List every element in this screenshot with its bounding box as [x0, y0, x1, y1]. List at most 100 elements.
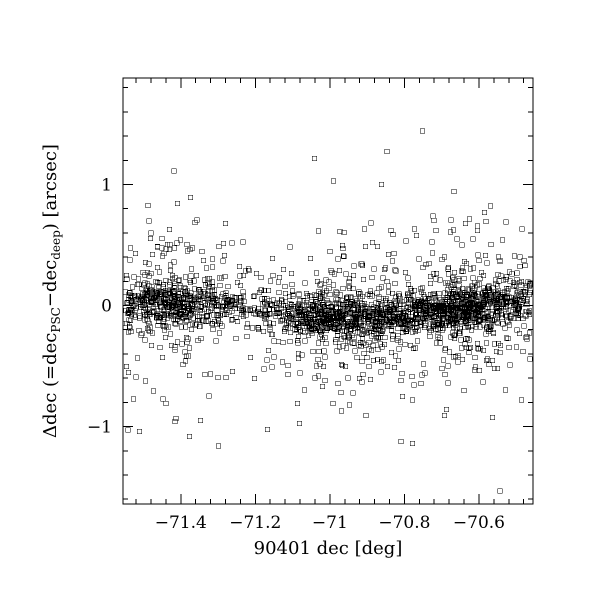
data-point — [374, 243, 381, 250]
data-point — [295, 303, 301, 309]
data-point — [128, 293, 135, 299]
data-point — [322, 377, 328, 384]
data-point — [334, 308, 340, 315]
data-point — [166, 279, 173, 285]
data-point — [156, 296, 163, 302]
data-point — [167, 267, 174, 274]
data-point — [222, 220, 229, 227]
data-point — [324, 297, 330, 304]
data-point — [476, 257, 482, 264]
data-point — [520, 348, 526, 355]
data-point — [316, 307, 323, 314]
data-point — [339, 362, 346, 369]
data-point — [296, 307, 302, 313]
data-point — [470, 265, 477, 271]
data-point — [181, 284, 187, 291]
data-point — [494, 365, 501, 372]
data-point — [520, 315, 526, 322]
data-point — [380, 275, 386, 281]
data-point — [396, 346, 402, 352]
data-point — [124, 299, 131, 306]
data-point — [388, 302, 394, 308]
data-point — [397, 309, 403, 316]
data-point — [514, 303, 520, 309]
data-point — [127, 325, 133, 331]
data-point — [338, 408, 345, 414]
data-point — [328, 317, 335, 324]
data-point — [381, 341, 388, 348]
data-point — [459, 297, 466, 303]
data-point — [175, 277, 182, 284]
data-point — [237, 295, 243, 301]
data-point — [305, 317, 311, 323]
data-point — [354, 354, 360, 361]
data-point — [223, 300, 230, 307]
data-point — [448, 217, 454, 223]
data-point — [361, 226, 368, 232]
data-point — [192, 322, 199, 328]
data-point — [510, 279, 517, 286]
data-point — [129, 284, 136, 290]
data-point — [360, 371, 366, 378]
data-point — [403, 297, 410, 303]
data-point — [421, 294, 428, 300]
data-point — [515, 315, 521, 322]
y-tick-label: 0 — [101, 297, 112, 317]
data-point — [187, 194, 194, 201]
data-point — [470, 300, 476, 307]
data-point — [140, 269, 146, 276]
data-point — [387, 307, 394, 314]
data-point — [412, 345, 419, 351]
data-point — [351, 263, 357, 269]
data-point — [514, 270, 520, 276]
data-point — [340, 285, 346, 292]
data-point — [491, 365, 498, 372]
data-point — [384, 148, 390, 155]
data-point — [490, 329, 497, 336]
data-point — [179, 341, 185, 347]
data-point — [172, 347, 178, 353]
data-point — [247, 307, 254, 313]
data-point — [125, 427, 131, 433]
data-point — [445, 264, 452, 271]
data-point — [319, 383, 326, 390]
x-tick-label: −70.8 — [378, 513, 430, 533]
data-point — [271, 338, 277, 344]
data-point — [425, 295, 432, 302]
data-point — [412, 316, 419, 322]
data-point — [240, 308, 247, 314]
data-point — [341, 229, 347, 236]
data-point — [526, 308, 533, 314]
data-point — [376, 322, 383, 329]
data-point — [385, 283, 392, 289]
data-point — [390, 231, 396, 238]
data-point — [461, 387, 467, 394]
data-point — [393, 268, 399, 274]
data-point — [490, 284, 497, 291]
data-point — [433, 340, 440, 346]
data-point — [409, 440, 416, 447]
data-point — [399, 315, 406, 321]
data-point — [343, 294, 350, 301]
data-point — [127, 245, 134, 251]
data-point — [317, 334, 323, 340]
data-point — [497, 257, 503, 264]
data-point — [517, 254, 523, 260]
data-point — [357, 339, 364, 346]
data-point — [511, 315, 517, 322]
data-point — [445, 380, 451, 386]
data-point — [280, 339, 286, 346]
data-point — [487, 203, 494, 209]
data-point — [289, 288, 296, 294]
data-point — [405, 313, 411, 320]
data-point — [398, 320, 405, 326]
data-point — [142, 378, 149, 384]
data-point — [460, 312, 467, 318]
data-point — [430, 321, 436, 327]
data-point — [370, 357, 377, 364]
data-point — [134, 355, 141, 361]
data-point — [341, 253, 347, 260]
data-point — [136, 327, 142, 334]
data-point — [201, 277, 208, 283]
